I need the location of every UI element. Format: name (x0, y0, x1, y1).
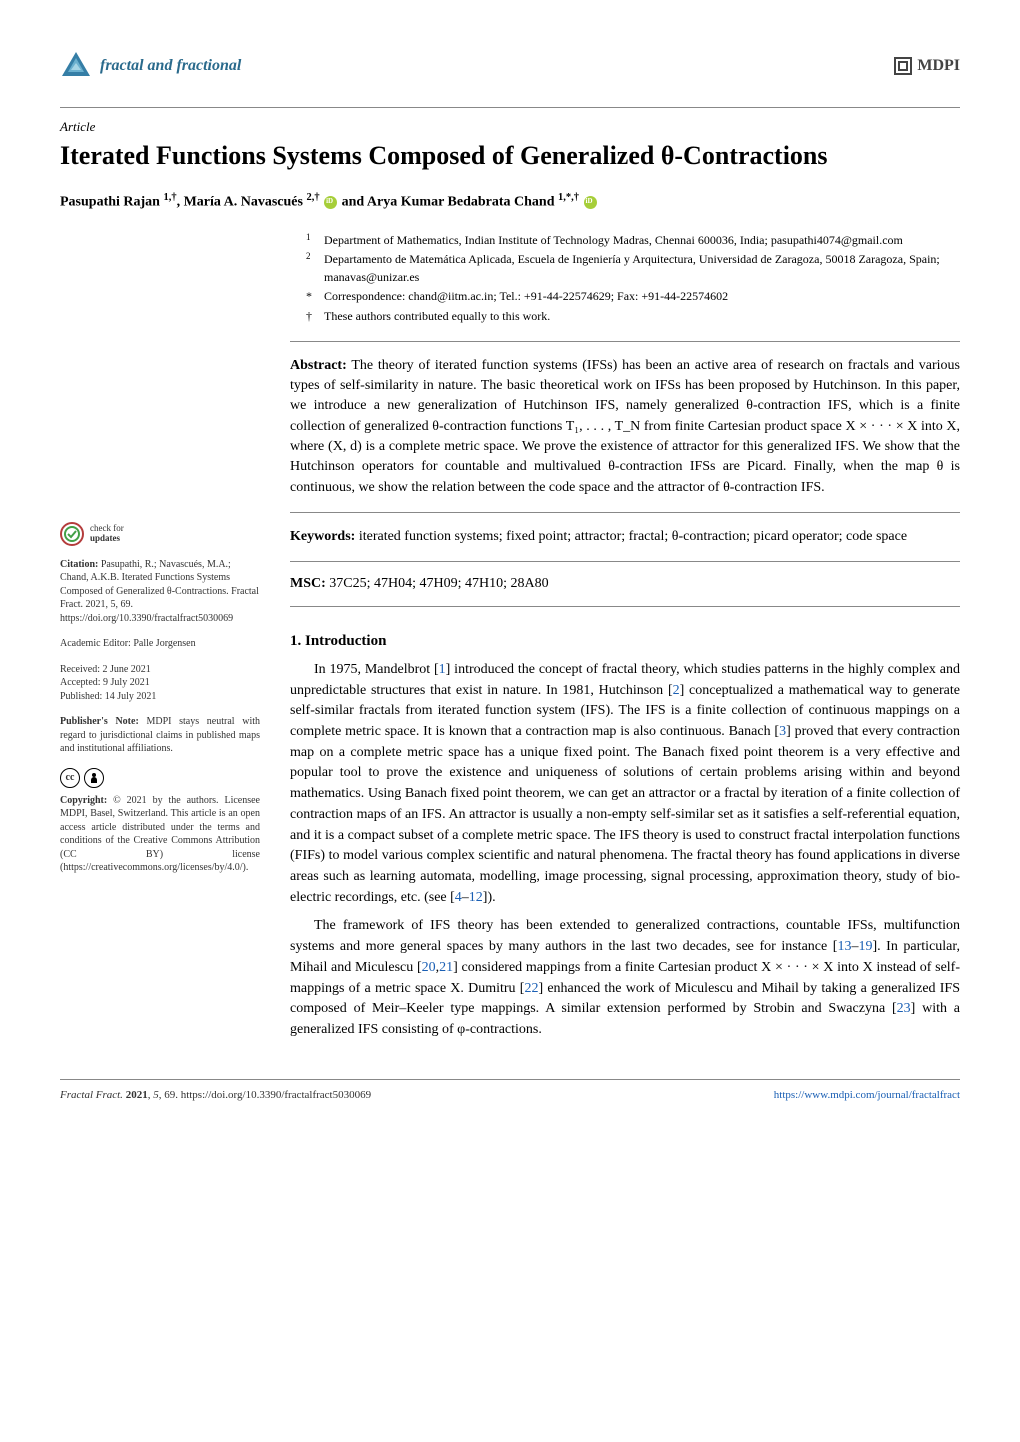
keywords-text: iterated function systems; fixed point; … (359, 529, 907, 544)
editor-block: Academic Editor: Palle Jorgensen (60, 637, 260, 651)
correspondence-text: Correspondence: chand@iitm.ac.in; Tel.: … (324, 288, 728, 305)
publisher-logo: MDPI (893, 55, 960, 77)
publisher-note-label: Publisher's Note: (60, 716, 139, 727)
msc-text: 37C25; 47H04; 47H09; 47H10; 28A80 (329, 576, 548, 591)
msc-label: MSC: (290, 576, 326, 591)
copyright-text: © 2021 by the authors. Licensee MDPI, Ba… (60, 795, 260, 874)
abstract-label: Abstract: (290, 358, 347, 373)
section-heading: 1. Introduction (290, 631, 960, 652)
correspondence-sym: * (306, 288, 314, 305)
keywords: Keywords: iterated function systems; fix… (290, 527, 960, 561)
copyright-label: Copyright: (60, 795, 107, 806)
contrib-sym: † (306, 308, 314, 325)
footer-right[interactable]: https://www.mdpi.com/journal/fractalfrac… (774, 1088, 960, 1103)
citation-label: Citation: (60, 559, 98, 570)
check-updates-icon (60, 522, 84, 546)
sidebar: check for updates Citation: Pasupathi, R… (60, 232, 260, 1049)
abstract: Abstract: The theory of iterated functio… (290, 341, 960, 513)
header-bar: fractal and fractional MDPI (60, 50, 960, 82)
affiliation-1: 1 Department of Mathematics, Indian Inst… (306, 232, 960, 249)
copyright-block: Copyright: © 2021 by the authors. Licens… (60, 794, 260, 875)
author-list: Pasupathi Rajan 1,†, María A. Navascués … (60, 191, 960, 212)
main-content: 1 Department of Mathematics, Indian Inst… (290, 232, 960, 1049)
cc-badge-row: cc (60, 768, 260, 788)
article-title: Iterated Functions Systems Composed of G… (60, 140, 960, 173)
journal-fractal-icon (60, 50, 92, 82)
publisher-name: MDPI (917, 55, 960, 77)
article-type: Article (60, 118, 960, 136)
affiliation-2: 2 Departamento de Matemática Aplicada, E… (306, 251, 960, 286)
check-updates-label: check for updates (90, 524, 124, 544)
header-rule (60, 107, 960, 108)
citation-block: Citation: Pasupathi, R.; Navascués, M.A.… (60, 558, 260, 626)
dates-block: Received: 2 June 2021 Accepted: 9 July 2… (60, 663, 260, 704)
affil-num-2: 2 (306, 250, 314, 285)
intro-para-1: In 1975, Mandelbrot [1] introduced the c… (290, 660, 960, 909)
by-icon (84, 768, 104, 788)
abstract-text: The theory of iterated function systems … (290, 358, 960, 495)
journal-name: fractal and fractional (100, 55, 241, 77)
msc: MSC: 37C25; 47H04; 47H09; 47H10; 28A80 (290, 561, 960, 607)
date-received: Received: 2 June 2021 (60, 663, 260, 677)
affiliations: 1 Department of Mathematics, Indian Inst… (290, 232, 960, 325)
date-accepted: Accepted: 9 July 2021 (60, 676, 260, 690)
affil-text-2: Departamento de Matemática Aplicada, Esc… (324, 251, 960, 286)
publisher-note-block: Publisher's Note: MDPI stays neutral wit… (60, 715, 260, 756)
cc-icon: cc (60, 768, 80, 788)
journal-logo: fractal and fractional (60, 50, 241, 82)
mdpi-icon (893, 56, 913, 76)
check-updates-badge[interactable]: check for updates (60, 522, 260, 546)
keywords-label: Keywords: (290, 529, 355, 544)
page-footer: Fractal Fract. 2021, 5, 69. https://doi.… (60, 1079, 960, 1103)
contrib-text: These authors contributed equally to thi… (324, 308, 550, 325)
footer-left: Fractal Fract. 2021, 5, 69. https://doi.… (60, 1088, 371, 1103)
editor-name: Palle Jorgensen (133, 638, 195, 649)
intro-para-2: The framework of IFS theory has been ext… (290, 916, 960, 1040)
editor-label: Academic Editor: (60, 638, 131, 649)
affil-num-1: 1 (306, 231, 314, 248)
date-published: Published: 14 July 2021 (60, 690, 260, 704)
affil-text-1: Department of Mathematics, Indian Instit… (324, 232, 903, 249)
correspondence-row: * Correspondence: chand@iitm.ac.in; Tel.… (306, 288, 960, 305)
contribution-row: † These authors contributed equally to t… (306, 308, 960, 325)
